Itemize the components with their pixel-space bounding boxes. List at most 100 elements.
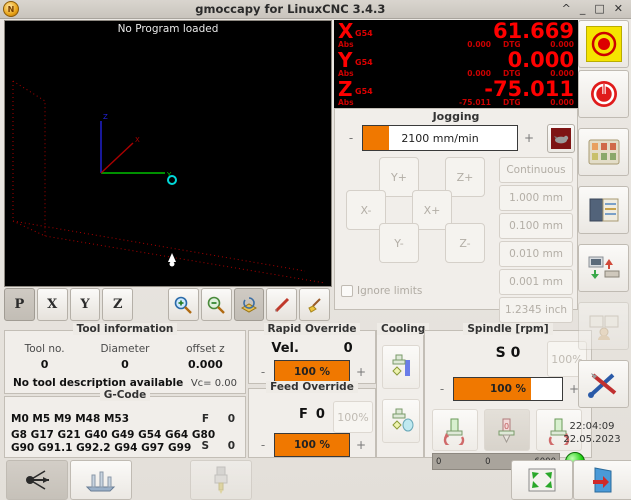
jog-z-minus-label: Z- — [459, 236, 471, 250]
zoom-out-button[interactable] — [200, 288, 232, 321]
dro-axis-x[interactable]: X G54 61.669 Abs 0.000 DTG 0.000 — [335, 19, 577, 50]
feed-override-title: Feed Override — [249, 381, 375, 393]
dro-axis-x-value: 61.669 — [492, 19, 574, 43]
jog-x-plus-label: X+ — [423, 203, 441, 217]
manual-mode-button[interactable] — [578, 128, 629, 176]
diameter-header: Diameter — [100, 343, 150, 355]
clear-plot-button[interactable] — [299, 288, 330, 321]
feed-override-title-text: Feed Override — [266, 381, 358, 393]
homing-button[interactable] — [6, 460, 68, 500]
jog-velocity-decrease[interactable]: - — [348, 131, 354, 145]
increment-1mm-label: 1.000 mm — [509, 192, 563, 204]
power-icon — [590, 81, 617, 107]
jog-y-minus-button[interactable]: Y- — [379, 223, 419, 263]
gcode-panel: G-Code M0 M5 M9 M48 M53 G8 G17 G21 G40 G… — [4, 389, 246, 458]
spindle-override-slider[interactable]: 100 % — [453, 377, 563, 401]
touch-off-button[interactable] — [70, 460, 132, 500]
jog-z-plus-button[interactable]: Z+ — [445, 157, 485, 197]
spindle-override-slider-row[interactable]: - 100 % + — [431, 377, 585, 401]
increment-inch-button[interactable]: 1.2345 inch — [499, 297, 573, 323]
increment-continuous-label: Continuous — [506, 164, 566, 176]
jogging-title: Jogging — [432, 110, 480, 123]
tool-description: No tool description available — [13, 377, 184, 389]
view-x-label: X — [47, 297, 58, 312]
window-title: gmoccapy for LinuxCNC 3.4.3 — [195, 2, 386, 16]
feed-override-reset-button[interactable]: 100% — [333, 401, 373, 433]
fullscreen-button[interactable] — [511, 460, 573, 500]
spindle-cw-icon — [548, 418, 570, 445]
user-tabs-button[interactable] — [578, 302, 629, 350]
increment-0-001mm-button[interactable]: 0.001 mm — [499, 269, 573, 295]
minimize-button[interactable]: _ — [579, 2, 586, 15]
edit-program-button[interactable] — [266, 288, 298, 321]
zoom-in-button[interactable] — [167, 288, 199, 321]
increment-continuous-button[interactable]: Continuous — [499, 157, 573, 183]
dro-axis-z[interactable]: Z G54 -75.011 Abs -75.011 DTG 0.000 — [335, 77, 577, 108]
gcode-f-label: F — [201, 413, 209, 425]
dro-panel[interactable]: X G54 61.669 Abs 0.000 DTG 0.000 Y G54 0… — [334, 19, 578, 110]
dro-axis-y-system: G54 — [355, 58, 373, 67]
ignore-limits-checkbox[interactable]: Ignore limits — [341, 285, 422, 297]
jog-y-plus-label: Y+ — [391, 170, 407, 184]
feed-override-decrease[interactable]: - — [260, 438, 266, 452]
spindle-range-min: 0 — [436, 456, 442, 467]
auto-mode-button[interactable] — [578, 244, 629, 292]
increment-0-01mm-button[interactable]: 0.010 mm — [499, 241, 573, 267]
estop-icon — [585, 26, 622, 62]
close-button[interactable]: ✕ — [613, 2, 623, 15]
jogging-panel: Jogging - 2100 mm/min + Y+ Z+ X- X+ Y- Z… — [334, 108, 578, 323]
increment-0-1mm-button[interactable]: 0.100 mm — [499, 213, 573, 239]
spindle-ccw-button[interactable] — [432, 409, 478, 451]
dro-axis-y-dtg-label: DTG — [503, 69, 521, 78]
view-x-button[interactable]: X — [36, 288, 68, 321]
dro-axis-y-abs-label: Abs — [338, 69, 354, 78]
tool-information-title: Tool information — [5, 323, 245, 335]
exit-button[interactable] — [573, 460, 631, 500]
rapid-override-slider[interactable]: 100 % — [274, 360, 350, 384]
ignore-limits-label: Ignore limits — [357, 285, 423, 297]
offset-z-value: 0.000 — [187, 358, 223, 371]
jog-z-minus-button[interactable]: Z- — [445, 223, 485, 263]
view-z-button[interactable]: Z — [102, 288, 134, 321]
jog-velocity-control[interactable]: - 2100 mm/min + — [340, 125, 540, 151]
settings-button[interactable] — [578, 360, 629, 408]
rapid-override-decrease[interactable]: - — [260, 365, 266, 379]
flood-coolant-button[interactable] — [382, 345, 420, 389]
view-p-button[interactable]: P — [4, 288, 35, 321]
view-p-label: P — [14, 297, 25, 312]
spindle-override-reset-label: 100% — [551, 352, 583, 366]
dro-axis-z-abs-label: Abs — [338, 98, 354, 107]
gcode-g-codes: G8 G17 G21 G40 G49 G54 G64 G80 G90 G91.1… — [11, 429, 215, 455]
tool-button[interactable] — [190, 460, 252, 500]
feed-override-increase[interactable]: + — [355, 438, 367, 452]
feed-override-slider-row[interactable]: - 100 % + — [252, 433, 372, 457]
feed-override-slider[interactable]: 100 % — [274, 433, 350, 457]
increment-0-1mm-label: 0.100 mm — [509, 220, 563, 232]
estop-button[interactable] — [578, 20, 629, 68]
increment-1mm-button[interactable]: 1.000 mm — [499, 185, 573, 211]
machine-plot: Z Y X — [12, 80, 326, 284]
dro-axis-y[interactable]: Y G54 0.000 Abs 0.000 DTG 0.000 — [335, 48, 577, 79]
rapid-override-increase[interactable]: + — [355, 365, 367, 379]
graphics-display[interactable]: Z Y X No Program loaded — [4, 20, 332, 287]
jog-speed-mode-button[interactable] — [547, 124, 575, 153]
machine-power-button[interactable] — [578, 70, 629, 118]
view-y-button[interactable]: Y — [69, 288, 101, 321]
rapid-override-slider-row[interactable]: - 100 % + — [252, 360, 372, 384]
mdi-icon — [589, 198, 618, 222]
spindle-stop-button[interactable]: 0 — [484, 409, 530, 451]
shade-button[interactable]: ^ — [561, 2, 571, 15]
jog-velocity-slider[interactable]: 2100 mm/min — [362, 125, 518, 151]
tool-information-panel: Tool information Tool no. Diameter offse… — [4, 323, 246, 394]
spindle-cw-button[interactable] — [536, 409, 582, 451]
maximize-button[interactable]: □ — [594, 2, 605, 15]
dro-axis-x-dtg-value: 0.000 — [550, 40, 574, 49]
jog-velocity-increase[interactable]: + — [523, 131, 535, 145]
spindle-override-increase[interactable]: + — [568, 382, 580, 396]
mdi-mode-button[interactable] — [578, 186, 629, 234]
gcode-g-codes-line1: G8 G17 G21 G40 G49 G54 G64 G80 — [11, 429, 216, 441]
rotate-view-button[interactable] — [233, 288, 265, 321]
spindle-override-decrease[interactable]: - — [439, 382, 445, 396]
mist-coolant-button[interactable] — [382, 399, 420, 443]
